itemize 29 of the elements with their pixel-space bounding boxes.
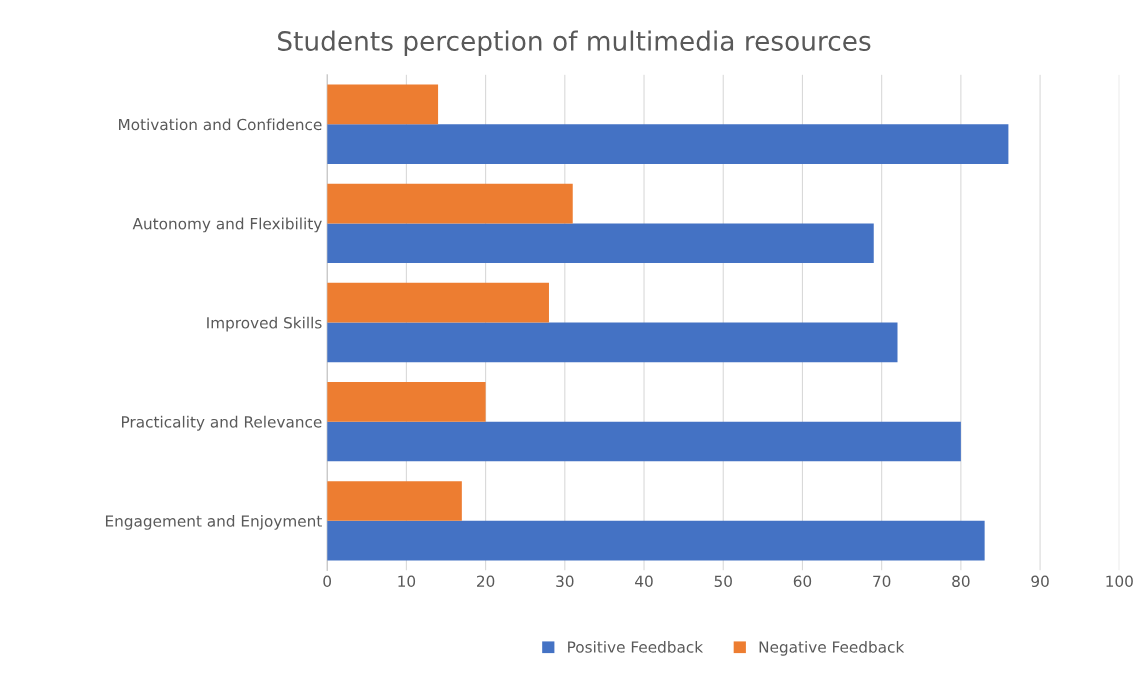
x-tick-label: 20 [477, 575, 495, 588]
y-tick-label: Autonomy and Flexibility [132, 217, 322, 233]
x-tick-label: 90 [1031, 575, 1049, 588]
bar [327, 183, 573, 224]
x-tick-label: 10 [398, 575, 416, 588]
bar [327, 282, 549, 323]
bar [327, 124, 1009, 164]
bar [327, 322, 898, 363]
x-tick-label: 40 [635, 575, 653, 588]
bar [327, 481, 462, 521]
y-tick-label: Engagement and Enjoyment [105, 514, 322, 530]
y-tick-label: Improved Skills [207, 316, 322, 332]
x-tick-label: 60 [793, 575, 812, 588]
bar [327, 382, 486, 422]
bar [327, 84, 439, 125]
x-tick-label: 30 [556, 575, 574, 588]
x-tick-label: 0 [323, 575, 332, 588]
x-tick-label: 80 [952, 575, 970, 588]
legend-label: Negative Feedback [759, 640, 905, 656]
bar [327, 223, 874, 264]
x-tick-label: 70 [873, 575, 891, 588]
chart-title: Students perception of multimedia resources [278, 30, 871, 57]
x-tick-label: 50 [714, 575, 732, 588]
bar [327, 520, 985, 561]
y-tick-label: Practicality and Relevance [122, 415, 322, 431]
y-tick-label: Motivation and Confidence [119, 118, 322, 131]
x-tick-label: 100 [1106, 575, 1133, 588]
legend-label: Positive Feedback [568, 640, 704, 653]
bar [327, 421, 961, 462]
